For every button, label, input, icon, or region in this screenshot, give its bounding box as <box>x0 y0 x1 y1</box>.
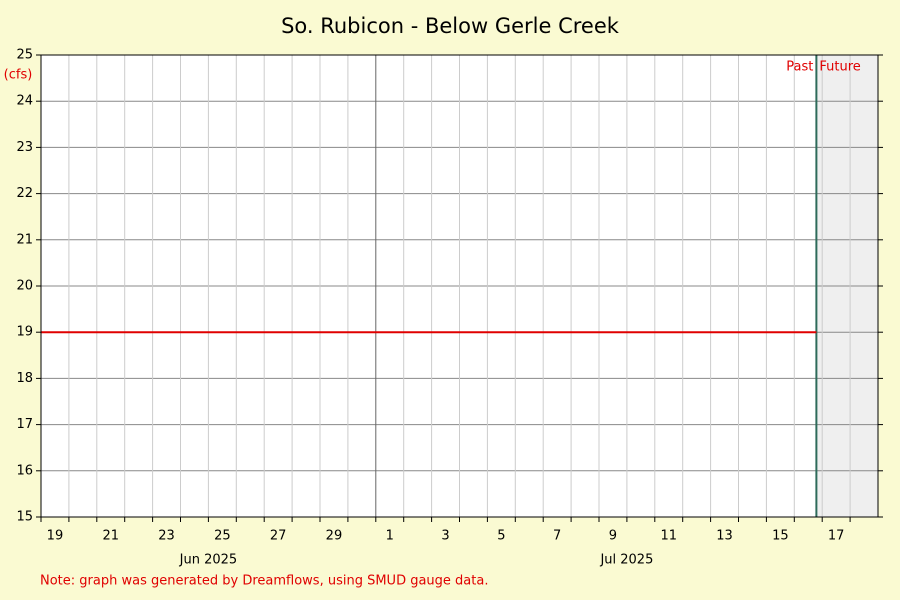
y-tick-label: 18 <box>16 371 33 386</box>
y-tick-label: 17 <box>16 417 33 432</box>
x-tick-label: 3 <box>441 529 449 544</box>
past-label: Past <box>786 60 813 75</box>
y-tick-label: 19 <box>16 325 33 340</box>
month-label: Jun 2025 <box>179 553 238 568</box>
x-tick-label: 1 <box>386 529 394 544</box>
x-tick-label: 7 <box>553 529 561 544</box>
note: Note: graph was generated by Dreamflows,… <box>40 574 488 589</box>
x-tick-label: 25 <box>214 529 231 544</box>
x-tick-label: 17 <box>828 529 845 544</box>
x-tick-label: 19 <box>47 529 64 544</box>
month-label: Jul 2025 <box>599 553 653 568</box>
y-tick-label: 22 <box>16 186 33 201</box>
x-tick-label: 29 <box>326 529 343 544</box>
y-tick-label: 20 <box>16 279 33 294</box>
x-tick-label: 5 <box>497 529 505 544</box>
x-tick-label: 13 <box>716 529 733 544</box>
y-tick-label: 25 <box>16 48 33 63</box>
x-tick-label: 15 <box>772 529 789 544</box>
future-label: Future <box>819 60 860 75</box>
y-tick-label: 15 <box>16 510 33 525</box>
y-axis-label: (cfs) <box>4 68 33 83</box>
plot-border <box>40 54 879 518</box>
y-tick-label: 24 <box>16 94 33 109</box>
x-tick-label: 9 <box>609 529 617 544</box>
y-tick-label: 16 <box>16 463 33 478</box>
x-tick-label: 27 <box>270 529 287 544</box>
chart-title: So. Rubicon - Below Gerle Creek <box>281 14 620 38</box>
x-tick-label: 11 <box>660 529 677 544</box>
x-tick-label: 21 <box>102 529 119 544</box>
x-tick-label: 23 <box>158 529 175 544</box>
y-tick-label: 23 <box>16 140 33 155</box>
y-tick-label: 21 <box>16 232 33 247</box>
